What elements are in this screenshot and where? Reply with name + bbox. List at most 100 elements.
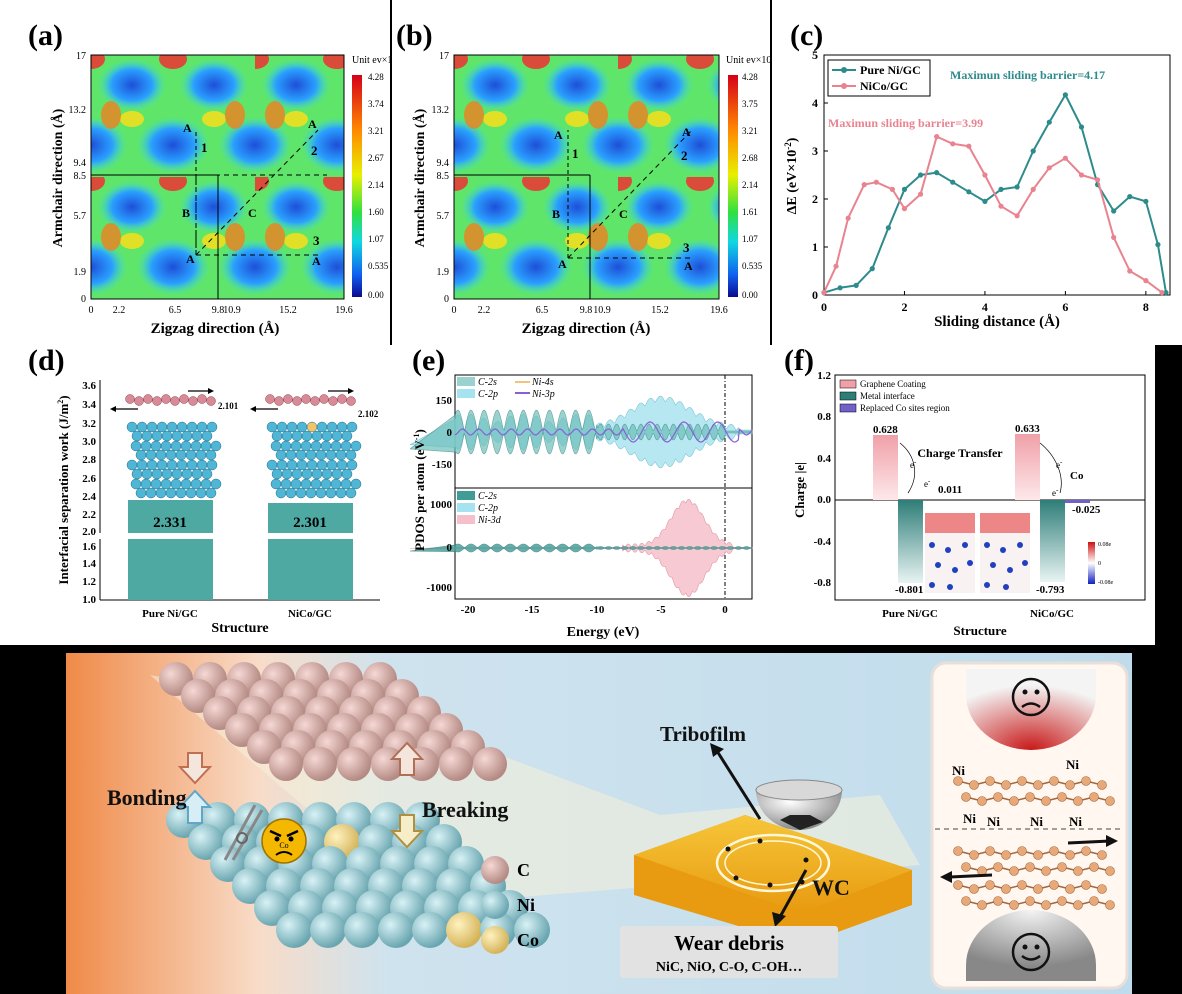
nickel-atom (195, 487, 207, 499)
nickel-atom (180, 478, 192, 490)
nickel-atom (275, 487, 287, 499)
svg-text:0: 0 (81, 294, 86, 305)
nickel-atom (171, 468, 183, 480)
svg-text:3.6: 3.6 (82, 380, 96, 392)
svg-text:2.14: 2.14 (742, 180, 758, 190)
path-label: 1 (201, 140, 208, 155)
svg-text:4.28: 4.28 (742, 72, 758, 82)
panel-b-xticks: 0 2.2 6.5 9.8 10.9 15.2 19.6 (452, 305, 728, 316)
nickel-atom (310, 912, 346, 948)
svg-text:Replaced Co sites region: Replaced Co sites region (860, 403, 950, 413)
carbon-atom (125, 394, 135, 404)
nickel-atom (181, 468, 193, 480)
nickel-atom (171, 430, 183, 442)
panel-a-scale: 4.28 3.74 3.21 2.67 2.14 1.60 1.07 0.535… (368, 72, 389, 300)
nickel-atom (155, 487, 167, 499)
nickel-atom (145, 487, 157, 499)
svg-text:1.0: 1.0 (82, 594, 96, 606)
svg-text:-20: -20 (461, 604, 476, 616)
carbon-atom (1065, 780, 1075, 790)
carbon-atom (1025, 862, 1035, 872)
svg-text:Ni: Ni (952, 763, 965, 778)
nickel-atom (285, 487, 297, 499)
svg-text:Ni: Ni (987, 814, 1000, 829)
inset-graphene-top (953, 776, 1115, 806)
bar-label-nico: 2.301 (293, 515, 327, 531)
nickel-atom (336, 459, 348, 471)
data-point (833, 263, 839, 269)
scissors-icon (223, 804, 264, 861)
nickel-atom (340, 440, 352, 452)
nickel-atom (300, 478, 312, 490)
nickel-atom (176, 459, 188, 471)
carbon-atom (1081, 776, 1091, 786)
nickel-atom (190, 440, 202, 452)
nickel-atom (136, 421, 148, 433)
breaking-arrows (389, 741, 425, 849)
gap-label-2: 2.102 (358, 409, 379, 419)
carbon-atom (1041, 866, 1051, 876)
nickel-atom (286, 459, 298, 471)
svg-text:0: 0 (89, 305, 94, 316)
carbon-atom (1033, 884, 1043, 894)
carbon-atom (179, 394, 189, 404)
carbon-atom (1073, 866, 1083, 876)
grey-counterface (966, 910, 1096, 981)
carbon-atom (1105, 796, 1115, 806)
svg-text:8.5: 8.5 (74, 171, 87, 182)
panel-a-colorbar (352, 75, 362, 297)
svg-text:3.74: 3.74 (368, 99, 384, 109)
svg-text:2.14: 2.14 (368, 180, 384, 190)
svg-text:17: 17 (439, 51, 449, 62)
value-label: -0.793 (1036, 584, 1065, 596)
happy-face-icon (1011, 932, 1051, 972)
nickel-atom (185, 487, 197, 499)
nickel-atom (165, 449, 177, 461)
data-point (837, 285, 843, 291)
svg-text:6.5: 6.5 (536, 305, 549, 316)
svg-text:Ni-3d: Ni-3d (477, 515, 502, 526)
nickel-atom (281, 430, 293, 442)
carbon-atom (1105, 900, 1115, 910)
panel-f-legend: Graphene Coating Metal interface Replace… (860, 379, 950, 413)
panel-f-colorbar-labels: 0.08e 0 -0.08e (1098, 542, 1113, 586)
panel-b-yticks: 17 13.2 9.4 8.5 5.7 1.9 0 (432, 51, 450, 305)
data-point (821, 290, 827, 296)
nickel-atom (140, 440, 152, 452)
svg-text:C-2s: C-2s (478, 377, 497, 388)
svg-text:1.9: 1.9 (74, 267, 87, 278)
nickel-atom (200, 478, 212, 490)
breaking-label: Breaking (422, 797, 508, 822)
svg-text:0.00: 0.00 (368, 290, 384, 300)
nickel-atom (341, 430, 353, 442)
svg-text:-0.08e: -0.08e (1098, 580, 1113, 586)
panel-d-svg: (d) 3.6 3.4 3.2 3.0 2.8 2.6 2.4 2.2 2.0 … (28, 345, 385, 636)
carbon-atom (1025, 896, 1035, 906)
data-point (966, 189, 972, 195)
carbon-atom (1089, 862, 1099, 872)
carbon-atom (961, 862, 971, 872)
data-point (1094, 177, 1101, 183)
carbon-atom (134, 396, 144, 406)
bar-label-pure-ni: 2.331 (153, 515, 187, 531)
svg-text:1.07: 1.07 (368, 234, 384, 244)
nickel-atom (232, 868, 268, 904)
nickel-atom (170, 440, 182, 452)
data-point (845, 215, 851, 221)
nickel-atom (186, 459, 198, 471)
panel-b-ylabel: Armchair direction (Å) (412, 108, 428, 247)
panel-e-ylabel: PDOS per atom (eV-1) (412, 429, 427, 551)
carbon-atom (269, 747, 303, 781)
carbon-atom (1065, 884, 1075, 894)
nickel-atom (254, 890, 290, 926)
svg-text:Ni: Ni (517, 895, 535, 915)
data-point (1078, 172, 1085, 178)
nickel-atom (335, 487, 347, 499)
carbon-atom (1065, 850, 1075, 860)
bar-graphene-1 (873, 435, 898, 500)
nickel-atom (285, 449, 297, 461)
nickel-atom (161, 430, 173, 442)
nickel-atom (175, 487, 187, 499)
path-label: 2 (311, 143, 318, 158)
nickel-atom (205, 487, 217, 499)
